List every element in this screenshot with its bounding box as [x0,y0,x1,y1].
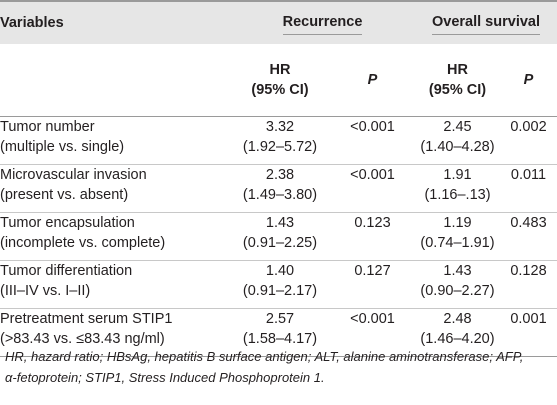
recurrence-p: <0.001 [350,119,395,135]
row-variable: Tumor encapsulation (incomplete vs. compl… [0,212,230,261]
header-row-groups: Variables Recurrence Overall survival [0,0,557,44]
header-os-hr-line1: HR [447,62,468,78]
variable-name: Microvascular invasion [0,167,147,183]
multivariate-analysis-table: Variables Recurrence Overall survival HR… [0,0,557,357]
recurrence-hr: 2.38 [265,167,295,183]
recurrence-p: <0.001 [330,164,415,213]
header-overall-survival-label: Overall survival [431,12,540,35]
row-variable: Tumor differentiation (III–IV vs. I–II) [0,260,230,309]
survival-p: 0.002 [510,119,547,135]
footnote-line: HR, hazard ratio; HBsAg, hepatitis B sur… [5,349,524,364]
table-row: Tumor differentiation (III–IV vs. I–II) 1… [0,260,557,309]
survival-hr-cell: 1.19 (0.74–1.91) [415,212,500,261]
recurrence-ci: (0.91–2.25) [242,235,318,251]
table-row: Microvascular invasion (present vs. absen… [0,164,557,213]
survival-ci: (1.40–4.28) [420,139,495,155]
recurrence-ci: (0.91–2.17) [242,283,318,299]
table-row: Pretreatment serum STIP1 (>83.43 vs. ≤83.… [0,308,557,357]
variable-comparison: (>83.43 vs. ≤83.43 ng/ml) [0,331,165,347]
survival-p: 0.483 [500,212,557,261]
row-variable: Tumor number (multiple vs. single) [0,117,230,165]
variable-comparison: (present vs. absent) [0,187,129,203]
recurrence-hr: 1.40 [265,263,295,279]
recurrence-hr-cell: 2.57 (1.58–4.17) [230,308,330,357]
recurrence-hr: 1.43 [265,215,295,231]
header-recurrence-label: Recurrence [282,12,363,35]
recurrence-ci: (1.49–3.80) [242,187,318,203]
recurrence-hr-cell: 2.38 (1.49–3.80) [230,164,330,213]
table-row: Tumor encapsulation (incomplete vs. compl… [0,212,557,261]
row-variable: Microvascular invasion (present vs. absen… [0,164,230,213]
table-footnote: HR, hazard ratio; HBsAg, hepatitis B sur… [5,346,553,388]
header-rec-hr-line2: (95% CI) [251,82,309,98]
survival-hr: 2.48 [443,311,472,327]
variable-name: Pretreatment serum STIP1 [0,311,173,327]
header-recurrence: Recurrence [230,0,415,44]
survival-hr: 2.45 [443,119,472,135]
survival-ci: (1.16–.13) [424,187,491,203]
variable-comparison: (multiple vs. single) [0,139,125,155]
variable-name: Tumor encapsulation [0,215,135,231]
header-rec-hr-line1: HR [269,62,291,78]
survival-hr-cell: 2.48 (1.46–4.20) [415,308,500,357]
recurrence-hr-cell: 3.32 (1.92–5.72) [230,117,330,165]
recurrence-p: 0.127 [330,260,415,309]
header-os-p: P [500,44,557,117]
recurrence-p: 0.123 [330,212,415,261]
recurrence-ci: (1.92–5.72) [242,139,318,155]
recurrence-p: <0.001 [330,308,415,357]
variable-comparison: (III–IV vs. I–II) [0,283,91,299]
survival-p: 0.011 [500,164,557,213]
header-rec-hr: HR (95% CI) [230,44,330,117]
recurrence-hr-cell: 1.40 (0.91–2.17) [230,260,330,309]
survival-hr-cell: 1.43 (0.90–2.27) [415,260,500,309]
survival-hr-cell: 2.45 (1.40–4.28) [415,117,500,165]
header-os-hr: HR (95% CI) [415,44,500,117]
header-variables: Variables [0,0,230,44]
survival-hr-cell: 1.91 (1.16–.13) [415,164,500,213]
survival-ci: (0.74–1.91) [420,235,495,251]
variable-comparison: (incomplete vs. complete) [0,235,166,251]
header-empty-cell [0,44,230,117]
header-rec-p: P [330,44,415,117]
recurrence-hr: 2.57 [265,311,295,327]
survival-p: 0.001 [500,308,557,357]
survival-hr: 1.43 [443,263,472,279]
survival-hr: 1.19 [443,215,472,231]
table-row: Tumor number (multiple vs. single) 3.32 (1… [0,117,557,165]
recurrence-ci: (1.58–4.17) [242,331,318,347]
row-variable: Pretreatment serum STIP1 (>83.43 vs. ≤83.… [0,308,230,357]
variable-name: Tumor number [0,119,95,135]
survival-ci: (0.90–2.27) [420,283,495,299]
survival-p: 0.128 [500,260,557,309]
survival-ci: (1.46–4.20) [420,331,495,347]
footnote-line: α-fetoprotein; STIP1, Stress Induced Pho… [5,370,325,385]
survival-hr: 1.91 [443,167,472,183]
header-os-hr-line2: (95% CI) [428,82,487,98]
header-row-subcolumns: HR (95% CI) P HR (95% CI) P [0,44,557,117]
recurrence-hr: 3.32 [265,119,295,135]
header-overall-survival: Overall survival [415,0,557,44]
variable-name: Tumor differentiation [0,263,133,279]
recurrence-hr-cell: 1.43 (0.91–2.25) [230,212,330,261]
